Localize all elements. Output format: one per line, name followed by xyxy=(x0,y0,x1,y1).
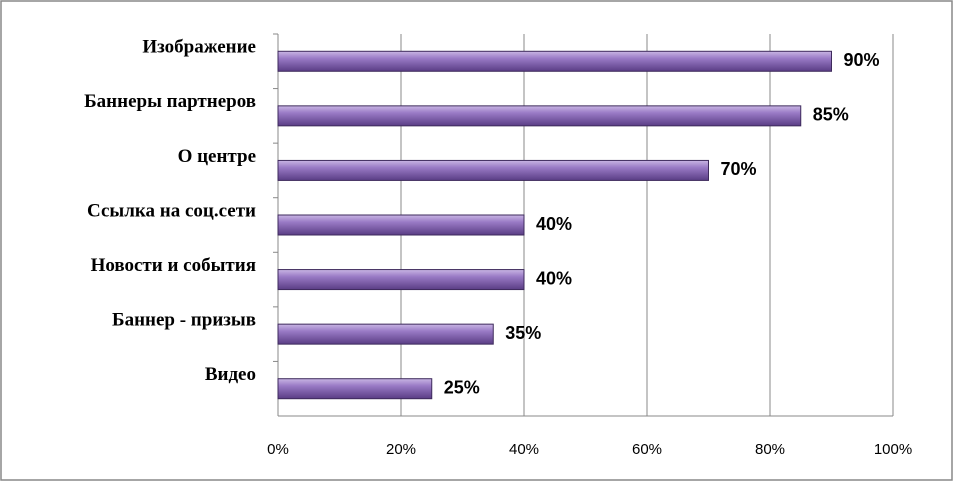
bar xyxy=(277,159,709,181)
bar xyxy=(277,269,525,291)
y-tick-label: Видео xyxy=(205,364,256,385)
bar xyxy=(277,50,832,72)
data-label: 40% xyxy=(536,214,572,234)
data-label: 70% xyxy=(721,159,757,179)
bar xyxy=(277,323,494,345)
data-label: 90% xyxy=(844,50,880,70)
x-tick-label: 60% xyxy=(632,441,662,458)
x-tick-label: 0% xyxy=(267,441,289,458)
y-tick-label: Изображение xyxy=(142,37,256,58)
x-tick-label: 40% xyxy=(509,441,539,458)
y-tick-label: Баннер - призыв xyxy=(112,310,256,331)
data-label: 85% xyxy=(813,105,849,125)
data-label: 35% xyxy=(505,323,541,343)
y-tick-label: Новости и события xyxy=(91,255,256,276)
x-tick-label: 20% xyxy=(386,441,416,458)
y-tick-label: Ссылка на соц.сети xyxy=(87,200,256,221)
x-tick-label: 100% xyxy=(874,441,912,458)
data-label: 40% xyxy=(536,268,572,288)
x-tick-label: 80% xyxy=(755,441,785,458)
data-label: 25% xyxy=(444,377,480,397)
y-tick-label: О центре xyxy=(178,146,256,167)
y-tick-label: Баннеры партнеров xyxy=(84,91,256,112)
bar xyxy=(277,105,802,127)
bar xyxy=(277,214,525,236)
bar xyxy=(277,378,433,400)
